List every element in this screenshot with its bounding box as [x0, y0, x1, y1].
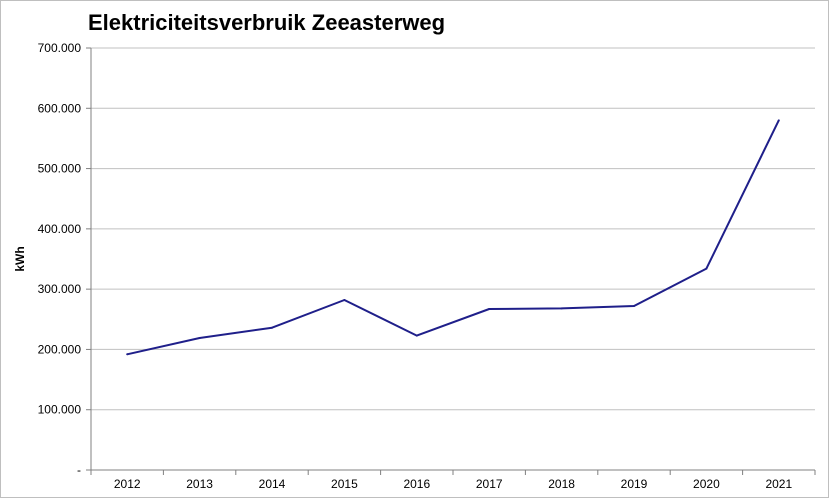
axes: [86, 47, 816, 475]
y-axis-ticks: - 100.000 200.000 300.000 400.000 500.000 600.…: [38, 41, 82, 477]
x-tick-label: 2012: [114, 477, 141, 491]
x-tick-label: 2018: [548, 477, 575, 491]
x-axis-ticks: 2012 2013 2014 2015 2016 2017 2018 2019 2020 2021: [114, 477, 793, 491]
data-point: [271, 326, 273, 329]
data-point: [126, 353, 129, 356]
data-point: [343, 298, 346, 301]
data-point: [198, 336, 201, 339]
y-tick-label: 300.000: [38, 282, 82, 296]
y-tick-label: 500.000: [38, 162, 82, 176]
series-line: [126, 119, 780, 356]
x-tick-label: 2016: [403, 477, 430, 491]
y-axis-label: kWh: [13, 246, 27, 271]
data-point: [415, 334, 418, 337]
y-tick-label: 200.000: [38, 342, 82, 356]
x-tick-label: 2013: [186, 477, 213, 491]
y-tick-label: 700.000: [38, 41, 82, 55]
x-tick-label: 2019: [621, 477, 648, 491]
data-point: [633, 305, 635, 308]
y-tick-label: 100.000: [38, 403, 82, 417]
series-layer: [126, 119, 780, 356]
y-tick-label: 600.000: [38, 101, 82, 115]
x-tick-label: 2017: [476, 477, 503, 491]
x-tick-label: 2020: [693, 477, 720, 491]
x-tick-label: 2021: [765, 477, 792, 491]
y-tick-label: 400.000: [38, 222, 82, 236]
data-point: [488, 308, 491, 311]
chart-title: Elektriciteitsverbruik Zeeasterweg: [88, 10, 446, 35]
grid-lines: [91, 47, 815, 411]
x-tick-label: 2015: [331, 477, 358, 491]
data-point: [777, 119, 780, 122]
x-tick-label: 2014: [259, 477, 286, 491]
data-point: [705, 267, 708, 270]
data-point: [560, 307, 563, 310]
y-tick-label: -: [77, 463, 81, 477]
